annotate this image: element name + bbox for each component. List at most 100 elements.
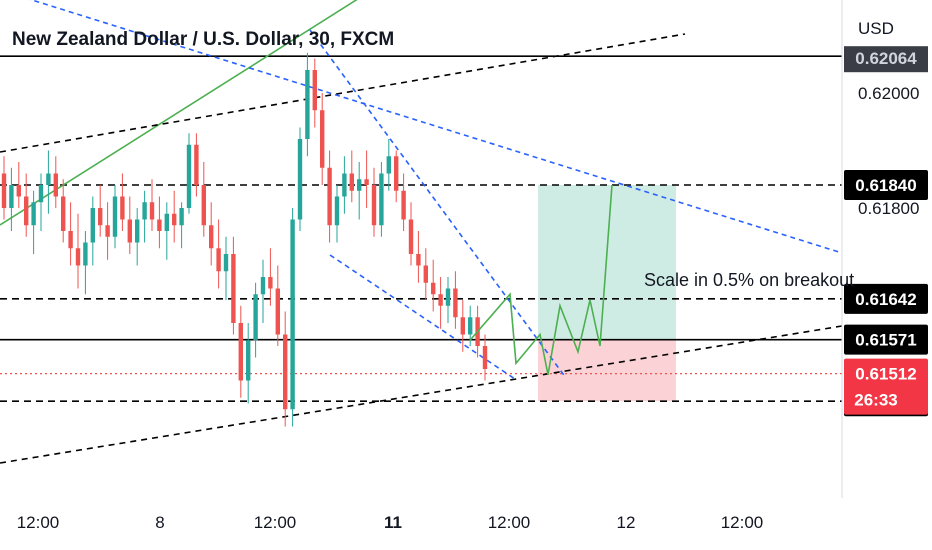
candle [186, 133, 192, 214]
candle-body [312, 70, 317, 111]
candle [445, 277, 451, 323]
candle [327, 150, 332, 243]
candle-body [149, 202, 155, 220]
candle-body [75, 248, 81, 266]
candle [164, 202, 169, 260]
annotation-text: Scale in 0.5% on breakout [644, 270, 854, 290]
candle [98, 185, 103, 237]
candle-body [364, 179, 369, 185]
candle-body [127, 219, 132, 243]
price-tag-3-text: 0.61571 [855, 331, 916, 350]
candle [379, 162, 384, 237]
currency-label: USD [858, 19, 894, 38]
price-tag-3-bg [844, 324, 928, 355]
candle [460, 300, 465, 352]
candle [209, 202, 214, 266]
trend-line-blue-channel[interactable] [329, 254, 516, 380]
candle-body [408, 219, 414, 254]
candle [268, 248, 273, 306]
candle [283, 311, 288, 427]
price-tag-top-text: 0.62064 [855, 49, 917, 68]
x-tick-label: 12:00 [488, 513, 531, 532]
candle-body [68, 231, 73, 249]
price-tag-1-bg [844, 170, 928, 200]
candle [149, 179, 155, 231]
countdown-text: 26:33 [854, 391, 897, 410]
candle-body [201, 185, 206, 226]
candle-body [342, 173, 347, 197]
trend-line-blue-steep[interactable] [309, 29, 567, 379]
price-tag-2-text: 0.61642 [855, 290, 916, 309]
candle [24, 173, 29, 237]
last-price-tag-text: 0.61512 [855, 365, 916, 384]
candle-body [334, 196, 340, 226]
candle-body [53, 173, 58, 197]
candle-body [16, 185, 21, 197]
candle-body [98, 208, 103, 226]
candle-body [31, 202, 36, 226]
y-tick-label: 0.61800 [858, 199, 919, 218]
y-tick-label: 0.62000 [858, 84, 919, 103]
candle [9, 167, 14, 231]
candle [357, 162, 362, 220]
candle [31, 190, 36, 254]
candle-body [9, 185, 14, 208]
x-tick-label: 12:00 [721, 513, 764, 532]
candle-body [305, 70, 310, 139]
candle [223, 236, 229, 300]
x-tick-label: 12 [617, 513, 636, 532]
candle [157, 196, 162, 249]
candle [83, 231, 88, 295]
candle [46, 150, 51, 214]
candle-body [253, 294, 258, 341]
candle [408, 202, 414, 266]
candle [438, 277, 443, 329]
projection-path [469, 184, 613, 375]
candle-body [61, 196, 66, 231]
y-tick-labels: 0.62000 0.61800 [858, 84, 919, 218]
price-axis-bg [842, 0, 932, 550]
candle [349, 150, 354, 203]
x-tick-labels: 12:00 8 12:00 11 12:00 12 12:00 [17, 513, 764, 532]
candle [305, 52, 310, 157]
candle [90, 196, 95, 266]
candle [260, 259, 266, 323]
x-tick-label: 11 [384, 513, 402, 532]
candle-body [157, 219, 162, 231]
candle [416, 231, 421, 283]
candle-body [438, 294, 443, 306]
x-tick-label: 12:00 [254, 513, 297, 532]
candle [216, 219, 221, 289]
trend-lines [0, 0, 843, 464]
candle-body [297, 139, 303, 220]
candle-body [164, 213, 169, 231]
trend-line-green[interactable] [0, 0, 372, 226]
candle [394, 150, 399, 203]
candle-body [216, 248, 221, 272]
candle [1, 156, 7, 220]
candle-body [135, 219, 140, 243]
candle [423, 248, 428, 300]
candle [61, 179, 66, 243]
candle [179, 202, 184, 249]
candle [16, 162, 21, 208]
candle [253, 282, 258, 358]
candle [172, 190, 177, 243]
candle [482, 334, 488, 381]
candle [127, 196, 132, 254]
price-tag-2-bg [844, 283, 928, 314]
candle [53, 156, 58, 208]
last-price-tag-bg [844, 358, 928, 415]
trend-line-black-upper[interactable] [0, 33, 686, 153]
candle-body [38, 185, 44, 203]
candle-body [268, 277, 273, 289]
candle-body [90, 208, 95, 243]
projection-zigzag[interactable] [469, 184, 613, 375]
trend-line-blue-upper[interactable] [0, 0, 843, 254]
candle-body [386, 156, 391, 174]
candle-body [290, 219, 295, 410]
trend-line-black-lower[interactable] [0, 325, 843, 464]
candle [401, 173, 406, 231]
